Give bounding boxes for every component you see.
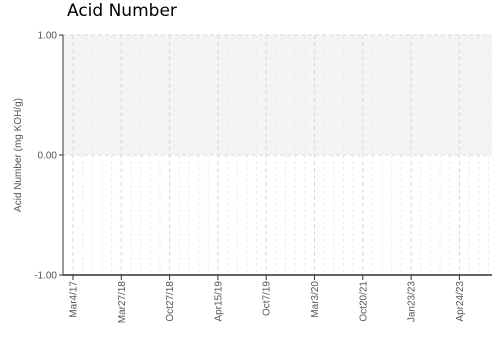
x-tick-label: Jan23/23 <box>407 281 418 323</box>
y-tick-label: 1.00 <box>38 31 58 42</box>
x-tick-label: Apr15/19 <box>213 281 224 322</box>
x-tick-label: Oct7/19 <box>262 281 273 316</box>
y-axis-title: Acid Number (mg KOH/g) <box>13 98 24 212</box>
y-tick-label: 0.00 <box>38 151 58 162</box>
x-tick-label: Oct27/18 <box>165 281 176 322</box>
x-tick-label: Apr24/23 <box>455 281 466 322</box>
shaded-band <box>63 35 492 155</box>
x-tick-label: Mar4/17 <box>69 281 80 318</box>
chart-title: Acid Number <box>67 1 177 21</box>
y-tick-label: -1.00 <box>34 271 57 282</box>
x-tick-label: Oct20/21 <box>358 281 369 322</box>
x-tick-label: Mar3/20 <box>310 281 321 318</box>
x-tick-label: Mar27/18 <box>117 281 128 324</box>
